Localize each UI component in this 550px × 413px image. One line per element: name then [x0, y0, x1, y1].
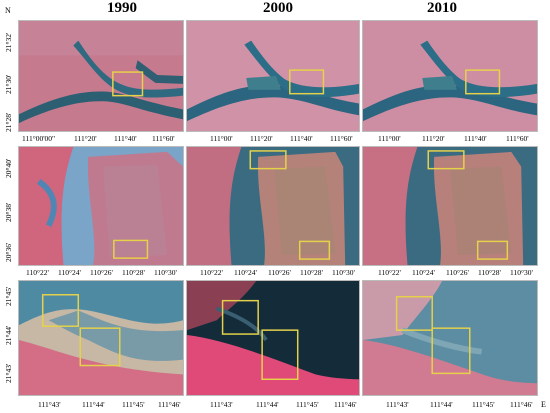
lon-label-r2-c1-2: 110°24' — [58, 268, 81, 277]
lon-label-r3-c3-1: 111°43' — [386, 400, 409, 409]
lon-label-r1-c3-4: 111°60' — [506, 134, 529, 143]
panel-2010-river-city — [362, 20, 538, 132]
column-title-1990: 1990 — [107, 0, 137, 16]
lat-label-r2-1: 20°40' — [4, 158, 13, 178]
lon-label-r3-c1-4: 111°46' — [158, 400, 181, 409]
lon-label-r2-c2-1: 110°22' — [200, 268, 223, 277]
panel-2010-peninsula — [362, 146, 538, 266]
lon-label-r2-c3-2: 110°24' — [412, 268, 435, 277]
lon-label-r1-c3-3: 111°40' — [464, 134, 487, 143]
lat-label-r3-1: 21°45' — [4, 286, 13, 306]
lat-label-r3-2: 21°44' — [4, 325, 13, 345]
lon-label-r1-c3-1: 111°00' — [378, 134, 401, 143]
lon-label-r2-c1-4: 110°28' — [122, 268, 145, 277]
lon-label-r3-c3-3: 111°45' — [472, 400, 495, 409]
panel-1990-coastline — [18, 280, 184, 396]
lon-label-r3-c1-1: 111°43' — [38, 400, 61, 409]
lon-label-r2-c3-1: 110°22' — [378, 268, 401, 277]
lon-label-r2-c2-2: 110°24' — [234, 268, 257, 277]
lon-label-r1-c2-1: 111°00' — [210, 134, 233, 143]
north-label: N — [5, 6, 11, 15]
column-title-2000: 2000 — [263, 0, 293, 16]
lon-label-r1-c3-2: 111°20' — [422, 134, 445, 143]
lat-label-r1-3: 21°28' — [4, 112, 13, 132]
lon-label-r2-c3-4: 110°28' — [478, 268, 501, 277]
east-label: E — [541, 400, 546, 409]
lon-label-r1-c2-3: 111°40' — [290, 134, 313, 143]
lat-label-r2-2: 20°38' — [4, 202, 13, 222]
panel-1990-river-city — [18, 20, 184, 132]
lon-label-r2-c1-1: 110°22' — [26, 268, 49, 277]
lon-label-r3-c3-2: 111°44' — [430, 400, 453, 409]
lon-label-r3-c2-3: 111°45' — [296, 400, 319, 409]
lat-label-r1-2: 21°30' — [4, 74, 13, 94]
lon-label-r1-c1-3: 111°40' — [114, 134, 137, 143]
lon-label-r1-c1-2: 111°20' — [74, 134, 97, 143]
panel-2010-coastline — [362, 280, 538, 396]
lon-label-r2-c1-5: 110°30' — [154, 268, 177, 277]
lon-label-r1-c2-4: 111°60' — [330, 134, 353, 143]
panel-2000-coastline — [186, 280, 360, 396]
lon-label-r2-c3-3: 110°26' — [446, 268, 469, 277]
lat-label-r1-1: 21°32' — [4, 32, 13, 52]
lat-label-r2-3: 20°36' — [4, 242, 13, 262]
panel-2000-peninsula — [186, 146, 360, 266]
lon-label-r2-c2-5: 110°30' — [332, 268, 355, 277]
panel-1990-peninsula — [18, 146, 184, 266]
lon-label-r3-c2-4: 111°46' — [334, 400, 357, 409]
lon-label-r2-c1-3: 110°26' — [90, 268, 113, 277]
lon-label-r2-c2-3: 110°26' — [268, 268, 291, 277]
lon-label-r1-c1-1: 111°00'00" — [22, 134, 56, 143]
lon-label-r1-c2-2: 111°20' — [250, 134, 273, 143]
lat-label-r3-3: 21°43' — [4, 363, 13, 383]
lon-label-r3-c1-2: 111°44' — [82, 400, 105, 409]
lon-label-r3-c2-1: 111°43' — [210, 400, 233, 409]
lon-label-r2-c3-5: 110°30' — [510, 268, 533, 277]
lon-label-r3-c1-3: 111°45' — [122, 400, 145, 409]
panel-2000-river-city — [186, 20, 360, 132]
lon-label-r2-c2-4: 110°28' — [300, 268, 323, 277]
lon-label-r3-c2-2: 111°44' — [256, 400, 279, 409]
lon-label-r3-c3-4: 111°46' — [510, 400, 533, 409]
lon-label-r1-c1-4: 111°60' — [152, 134, 175, 143]
column-title-2010: 2010 — [427, 0, 457, 16]
